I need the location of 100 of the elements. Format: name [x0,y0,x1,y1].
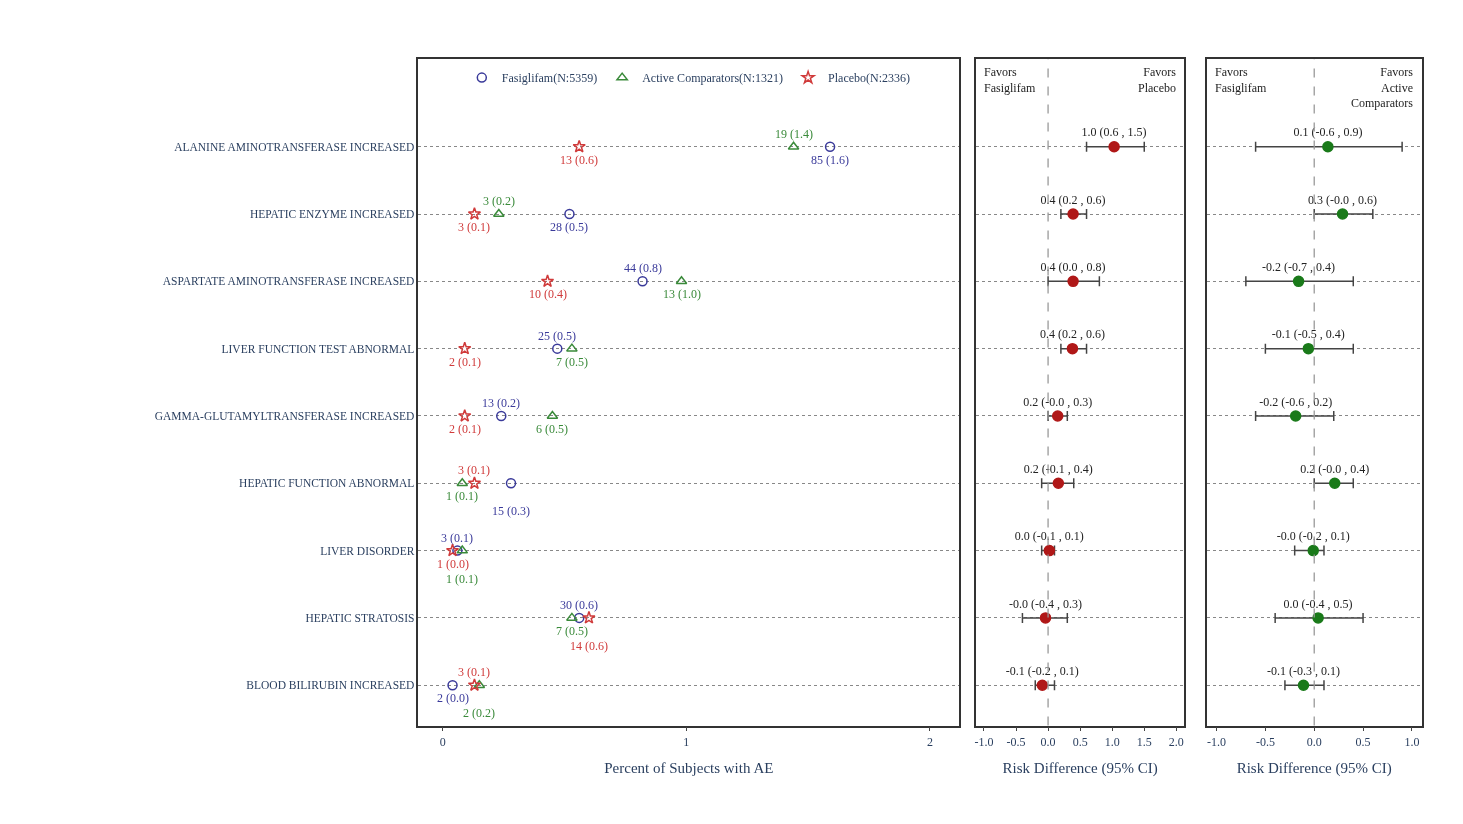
point [1328,477,1341,490]
data-label: 0.2 (-0.0 , 0.4) [1300,462,1370,477]
point [1067,275,1079,288]
y-tick-label: HEPATIC STRATOSIS [305,611,415,624]
point [1307,544,1319,557]
y-tick-label: ASPARTATE AMINOTRANSFERASE INCREASED [162,275,415,288]
point [1292,275,1305,288]
data-label: 44 (0.8) [624,261,662,275]
point [473,679,486,689]
data-label: 0.0 (-0.4 , 0.5) [1283,596,1353,611]
x-axis-title: Risk Difference (95% CI) [1236,760,1392,778]
data-label: 0.4 (0.2 , 0.6) [1039,327,1105,342]
point [505,478,517,489]
point [1312,612,1324,624]
data-label: 2 (0.1) [449,355,481,369]
x-tick-label: 1 [683,734,690,749]
y-tick-label: GAMMA-GLUTAMYLTRANSFERASE INCREASED [154,409,415,422]
x-tick-label: -1.0 [974,734,994,749]
point [572,139,586,153]
data-label: 0.3 (-0.0 , 0.6) [1308,192,1378,207]
data-label: 0.4 (0.2 , 0.6) [1040,192,1106,207]
data-label: 3 (0.1) [458,665,490,679]
point [540,274,555,288]
data-label: 3 (0.1) [458,463,490,477]
annotation: Favors Placebo [1138,65,1177,95]
data-label: 28 (0.5) [550,220,588,234]
x-axis-title: Risk Difference (95% CI) [1002,760,1158,778]
point [447,679,458,691]
x-tick-label: -1.0 [1207,734,1227,749]
point [637,276,648,287]
data-label: -0.1 (-0.3 , 0.1) [1266,663,1340,678]
annotation: Favors Fasiglifam [984,65,1036,95]
data-label: 13 (0.2) [482,396,520,410]
y-tick-label: LIVER FUNCTION TEST ABNORMAL [221,342,415,355]
x-tick-label: 2.0 [1168,734,1184,749]
x-tick-label: 0.0 [1306,734,1322,749]
data-label: 2 (0.0) [437,691,469,705]
x-tick-label: 1.0 [1104,734,1120,749]
point [457,341,472,355]
point [1297,679,1310,691]
data-label: 3 (0.1) [458,220,490,234]
point [492,208,505,218]
data-label: 13 (1.0) [663,287,701,301]
point [457,408,472,422]
data-label: 30 (0.6) [560,598,598,612]
point [824,141,836,152]
point [496,410,507,422]
x-tick-label: 2 [926,734,933,749]
y-tick-label: HEPATIC FUNCTION ABNORMAL [239,477,415,490]
x-tick-label: 0 [439,734,446,749]
data-label: -0.0 (-0.2 , 0.1) [1276,529,1350,544]
x-tick-label: 1.0 [1404,734,1420,749]
point [1289,410,1302,422]
legend-label: Active Comparators(N:1321) [642,71,784,86]
data-label: 6 (0.5) [536,422,568,436]
point [1302,342,1315,355]
x-tick-label: 0.5 [1072,734,1088,749]
point [564,208,575,220]
point [1066,342,1079,355]
data-label: 2 (0.1) [449,422,481,436]
point [452,545,463,556]
annotation: Favors Active Comparators [1351,65,1414,111]
y-tick-label: BLOOD BILIRUBIN INCREASED [246,679,415,692]
data-label: 3 (0.1) [441,531,473,545]
data-label: -0.0 (-0.4 , 0.3) [1009,596,1082,611]
data-label: 0.0 (-0.1 , 0.1) [1014,529,1084,544]
point [467,206,482,220]
x-tick-label: 0.0 [1040,734,1056,749]
x-tick-label: 0.5 [1355,734,1371,749]
data-label: 7 (0.5) [556,355,588,369]
data-label: -0.2 (-0.7 , 0.4) [1262,260,1336,275]
data-label: 19 (1.4) [775,127,813,141]
x-axis-title: Percent of Subjects with AE [604,760,774,777]
annotation: Favors Fasiglifam [1215,65,1267,95]
data-label: 13 (0.6) [560,153,598,167]
data-label: 1 (0.0) [437,557,469,571]
y-tick-label: ALANINE AMINOTRANSFERASE INCREASED [174,140,415,153]
data-label: -0.1 (-0.2 , 0.1) [1005,663,1079,678]
point [573,612,585,624]
point [1067,208,1079,220]
y-tick-label: HEPATIC ENZYME INCREASED [249,208,415,221]
point [1052,477,1065,490]
data-label: 10 (0.4) [529,287,567,301]
y-tick-label: LIVER DISORDER [320,544,415,557]
point [445,543,460,557]
data-label: 7 (0.5) [556,624,588,638]
point [1322,140,1334,153]
data-label: 15 (0.3) [492,504,530,518]
legend-label: Fasiglifam(N:5359) [501,71,598,86]
point [1108,140,1120,153]
point [467,678,482,692]
data-label: 0.1 (-0.6 , 0.9) [1293,125,1363,140]
x-tick-label: -0.5 [1006,734,1026,749]
x-tick-label: 1.5 [1136,734,1152,749]
data-label: 1 (0.1) [446,572,478,586]
data-label: 14 (0.6) [570,639,608,653]
data-label: 3 (0.2) [483,194,515,208]
x-tick-label: -0.5 [1255,734,1275,749]
data-label: 1.0 (0.6 , 1.5) [1081,125,1147,140]
point [1336,208,1349,220]
